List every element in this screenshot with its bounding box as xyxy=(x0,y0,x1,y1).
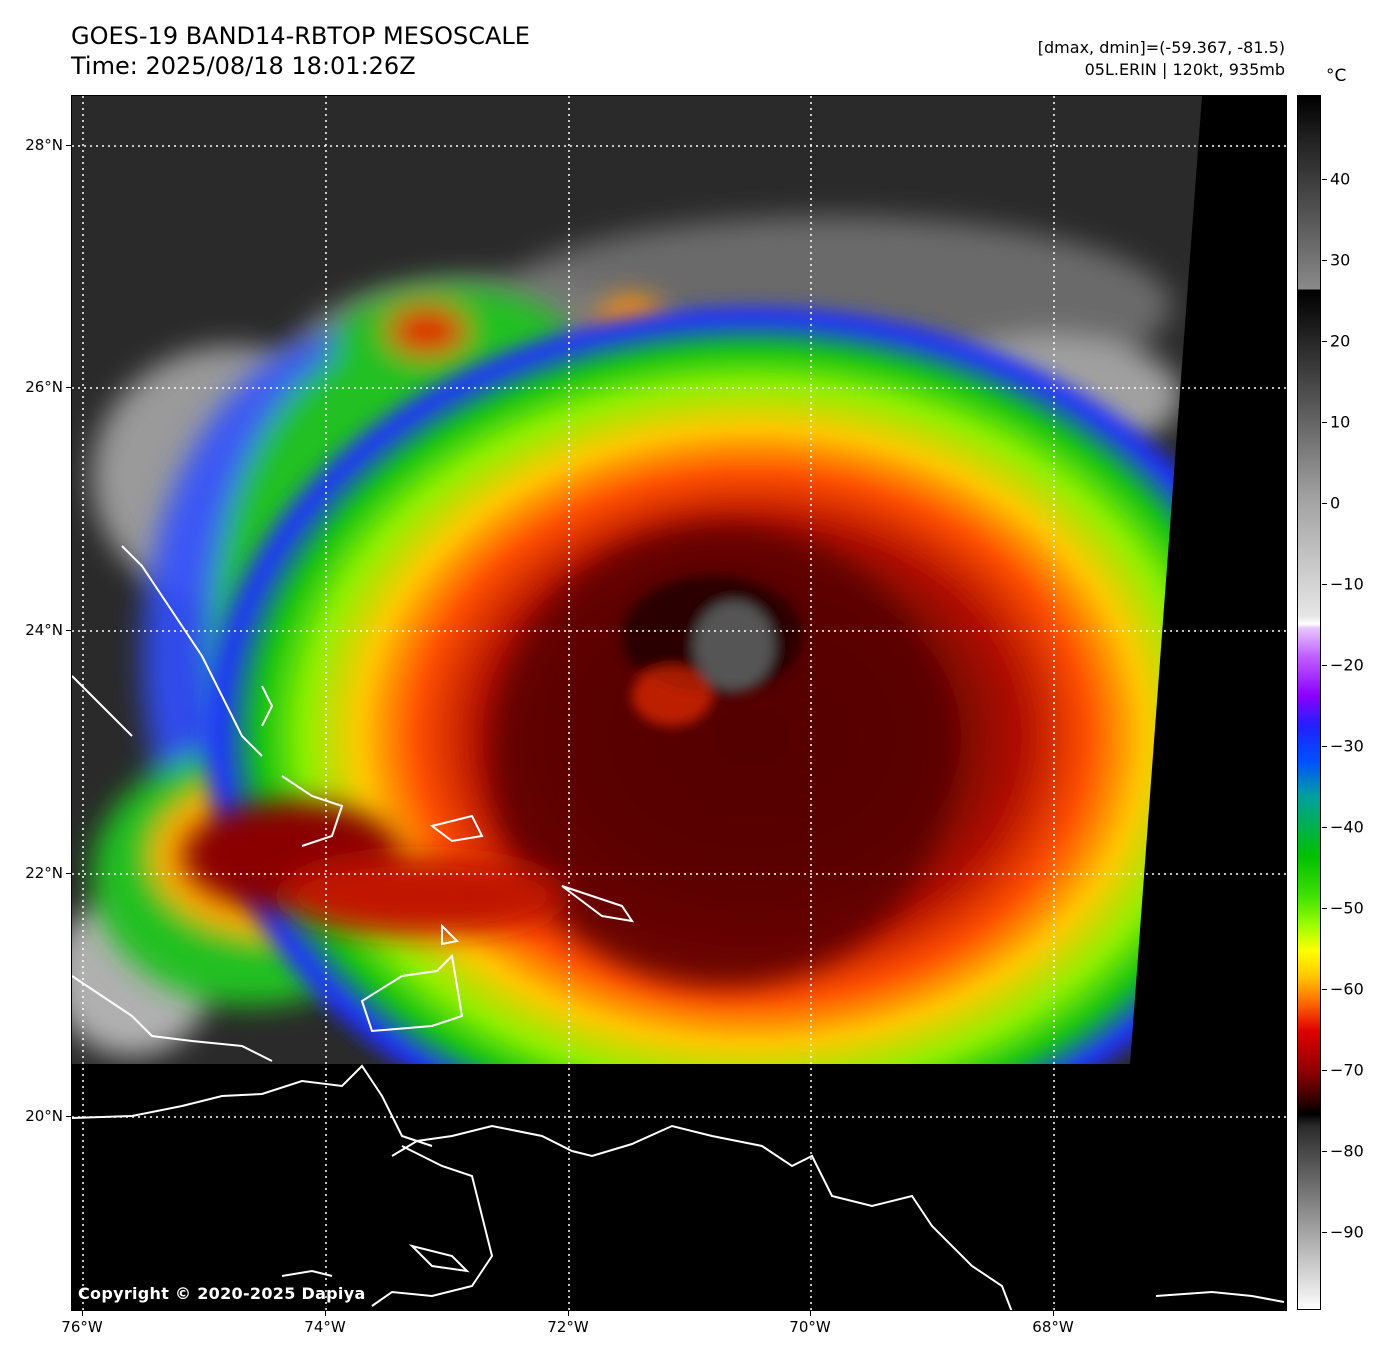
colorbar-tick xyxy=(1322,503,1327,504)
colorbar-label: −10 xyxy=(1330,574,1364,594)
colorbar-tick xyxy=(1322,260,1327,261)
coastlines xyxy=(72,545,1285,1310)
colorbar-unit: °C xyxy=(1326,66,1347,86)
colorbar-tick xyxy=(1322,827,1327,828)
colorbar-tick xyxy=(1322,179,1327,180)
copyright-notice: Copyright © 2020-2025 Dapiya xyxy=(78,1284,366,1303)
colorbar-tick xyxy=(1322,665,1327,666)
lat-label-22n: 22°N xyxy=(25,864,63,882)
colorbar-tick xyxy=(1322,422,1327,423)
colorbar-tick xyxy=(1322,746,1327,747)
colorbar-tick xyxy=(1322,341,1327,342)
colorbar-label: −50 xyxy=(1330,898,1364,918)
lon-label-74w: 74°W xyxy=(304,1318,346,1336)
lon-label-68w: 68°W xyxy=(1032,1318,1074,1336)
lon-label-72w: 72°W xyxy=(547,1318,589,1336)
temperature-colorbar xyxy=(1297,95,1321,1310)
colorbar-label: −60 xyxy=(1330,979,1364,999)
image-timestamp: Time: 2025/08/18 18:01:26Z xyxy=(71,52,416,80)
colorbar-tick xyxy=(1322,1070,1327,1071)
colorbar-label: 10 xyxy=(1330,412,1351,432)
colorbar-tick xyxy=(1322,1232,1327,1233)
eye-region xyxy=(622,576,802,726)
image-title: GOES-19 BAND14-RBTOP MESOSCALE xyxy=(71,22,530,50)
colorbar-label: 20 xyxy=(1330,331,1351,351)
colorbar-tick xyxy=(1322,989,1327,990)
lat-label-24n: 24°N xyxy=(25,621,63,639)
dmax-dmin-readout: [dmax, dmin]=(-59.367, -81.5) xyxy=(1037,38,1285,57)
colorbar-tick xyxy=(1322,908,1327,909)
lat-label-20n: 20°N xyxy=(25,1107,63,1125)
colorbar-label: 40 xyxy=(1330,169,1351,189)
inner-core xyxy=(182,526,952,986)
colorbar-label: 0 xyxy=(1330,493,1341,513)
colorbar-label: −90 xyxy=(1330,1222,1364,1242)
graticule xyxy=(72,96,1286,1310)
colorbar-label: −80 xyxy=(1330,1141,1364,1161)
storm-info: 05L.ERIN | 120kt, 935mb xyxy=(1084,60,1285,79)
lat-label-26n: 26°N xyxy=(25,378,63,396)
satellite-imagery xyxy=(72,96,1286,1310)
lon-label-70w: 70°W xyxy=(789,1318,831,1336)
lon-label-76w: 76°W xyxy=(61,1318,103,1336)
colorbar-label: −20 xyxy=(1330,655,1364,675)
lat-label-28n: 28°N xyxy=(25,136,63,154)
colorbar-label: 30 xyxy=(1330,250,1351,270)
satellite-map: Copyright © 2020-2025 Dapiya xyxy=(71,95,1287,1311)
colorbar-label: −40 xyxy=(1330,817,1364,837)
colorbar-label: −70 xyxy=(1330,1060,1364,1080)
colorbar-tick xyxy=(1322,1151,1327,1152)
colorbar-label: −30 xyxy=(1330,736,1364,756)
colorbar-tick xyxy=(1322,584,1327,585)
